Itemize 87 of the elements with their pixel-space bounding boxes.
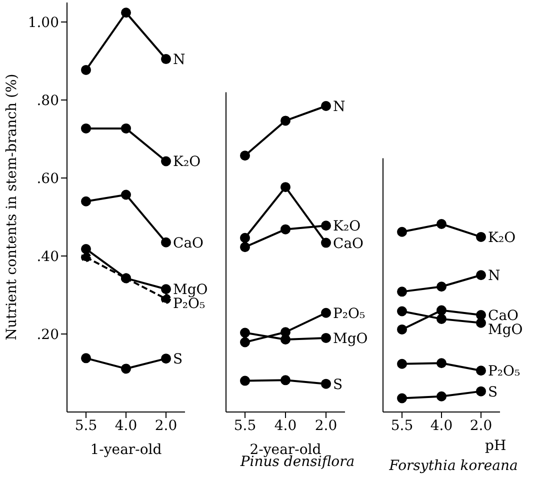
- series-label: CaO: [488, 308, 519, 324]
- y-tick-label: .80: [36, 92, 59, 109]
- series-label: K₂O: [488, 230, 516, 246]
- point: [321, 308, 331, 318]
- point: [280, 375, 290, 386]
- point: [121, 190, 131, 200]
- point: [476, 386, 486, 396]
- series-label: K₂O: [173, 154, 201, 170]
- x-tick-label: 4.0: [114, 418, 138, 434]
- point: [280, 182, 290, 192]
- x-tick-label: 2.0: [470, 418, 492, 434]
- y-tick-label: .60: [36, 170, 59, 187]
- point: [436, 314, 446, 324]
- point: [280, 116, 290, 126]
- point: [397, 393, 407, 404]
- series-label: CaO: [333, 236, 364, 252]
- point: [476, 366, 486, 376]
- point: [321, 332, 331, 343]
- point: [397, 324, 407, 334]
- point: [81, 252, 91, 262]
- point: [476, 270, 486, 280]
- series-label: N: [333, 99, 346, 115]
- point: [81, 123, 91, 134]
- point: [240, 328, 250, 338]
- series-label: P₂O₅: [333, 306, 366, 322]
- y-tick-label: 1.00: [28, 14, 59, 31]
- point: [476, 232, 486, 242]
- point: [161, 354, 171, 364]
- point: [121, 123, 131, 134]
- point: [280, 334, 290, 344]
- series-label: N: [488, 268, 500, 284]
- point: [321, 101, 331, 111]
- point: [240, 150, 250, 161]
- series-label: CaO: [173, 235, 204, 252]
- series-label: S: [488, 384, 498, 400]
- point: [161, 284, 171, 294]
- point: [280, 224, 290, 234]
- x-tick-label: 5.5: [234, 418, 256, 434]
- point: [436, 391, 446, 402]
- point: [397, 306, 407, 316]
- point: [121, 8, 131, 18]
- x-axis-title: 1-year-old: [90, 442, 162, 458]
- point: [397, 286, 407, 297]
- point: [397, 358, 407, 369]
- y-tick-label: .40: [36, 248, 59, 265]
- x-axis-title: pH: [485, 438, 506, 454]
- point: [81, 353, 91, 364]
- point: [321, 378, 331, 389]
- point: [240, 376, 250, 386]
- point: [161, 294, 171, 304]
- x-tick-label: 5.5: [74, 418, 98, 434]
- series-label: S: [333, 376, 343, 393]
- point: [476, 318, 486, 328]
- series-label: MgO: [333, 330, 368, 347]
- x-tick-label: 2.0: [154, 418, 178, 434]
- y-tick-label: .20: [36, 326, 59, 343]
- point: [121, 364, 131, 374]
- point: [397, 226, 407, 237]
- x-tick-label: 2.0: [314, 418, 338, 434]
- point: [436, 305, 446, 316]
- series-label: N: [173, 52, 186, 68]
- point: [81, 196, 91, 206]
- point: [240, 242, 250, 252]
- point: [161, 156, 171, 166]
- series-label: S: [173, 352, 183, 368]
- point: [81, 244, 91, 254]
- point: [161, 237, 171, 248]
- text: Forsythia koreana: [388, 458, 519, 474]
- point: [240, 232, 250, 243]
- point: [161, 54, 171, 64]
- x-tick-label: 4.0: [430, 418, 453, 434]
- point: [436, 219, 446, 229]
- y-axis-title: Nutrient contents in stem-branch (%): [4, 74, 20, 341]
- series-label: MgO: [173, 282, 208, 298]
- series-label: P₂O₅: [173, 296, 206, 312]
- series-label: K₂O: [333, 218, 361, 235]
- point: [81, 64, 91, 75]
- point: [240, 337, 250, 348]
- point: [321, 220, 331, 231]
- x-tick-label: 5.5: [390, 418, 414, 434]
- point: [476, 310, 486, 320]
- point: [436, 282, 446, 292]
- point: [436, 358, 446, 368]
- series-label: MgO: [488, 322, 523, 338]
- point: [321, 238, 331, 248]
- series-label: P₂O₅: [488, 364, 521, 380]
- x-tick-label: 4.0: [274, 418, 297, 434]
